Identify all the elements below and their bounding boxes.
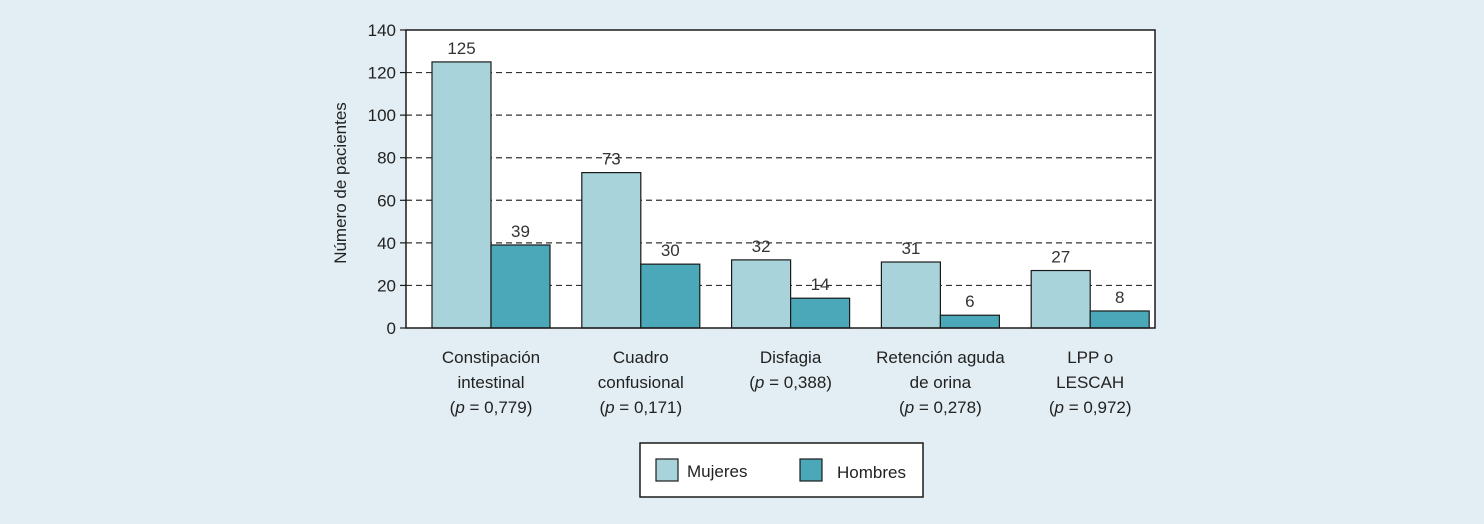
category-label: de orina [910,373,972,392]
data-label: 73 [602,150,621,169]
data-label: 27 [1051,248,1070,267]
data-label: 39 [511,222,530,241]
data-label: 6 [965,292,974,311]
category-p-value: (p = 0,278) [899,398,982,417]
bar-hombres [640,263,701,329]
bar-hombres [490,244,551,329]
category-label: Disfagia [760,348,822,367]
data-label: 30 [661,241,680,260]
y-tick-label: 140 [368,21,396,40]
x-axis-categories: Constipación intestinal (p = 0,779) Cuadro c… [442,348,1132,417]
legend-box [639,442,924,498]
y-tick-label: 20 [377,276,396,295]
legend-label-hombres: Hombres [837,463,906,482]
y-tick-label: 0 [387,319,396,338]
legend-swatch-hombres [799,458,823,482]
category-label: LPP o [1067,348,1113,367]
data-label: 14 [811,275,830,294]
category-label: Constipación [442,348,540,367]
plot-frame [405,29,1156,329]
category-label: confusional [598,373,684,392]
legend-swatch-mujeres [655,458,679,482]
data-label: 125 [447,39,475,58]
y-tick-label: 80 [377,149,396,168]
y-tick-label: 100 [368,106,396,125]
category-label: Cuadro [613,348,669,367]
category-label: Retención aguda [876,348,1005,367]
bar-mujeres [581,172,642,329]
bar-mujeres [1030,269,1091,329]
category-p-value: (p = 0,972) [1049,398,1132,417]
y-tick-label: 60 [377,191,396,210]
bar-hombres [789,297,851,329]
bar-hombres [1089,310,1150,329]
category-label: LESCAH [1056,373,1124,392]
data-label: 32 [752,237,771,256]
category-p-value: (p = 0,388) [749,373,832,392]
y-tick-label: 40 [377,234,396,253]
bar-mujeres [880,261,942,329]
data-label: 31 [901,239,920,258]
bar-mujeres [431,61,492,329]
data-label: 8 [1115,288,1124,307]
bar-mujeres [730,259,792,329]
bars [431,61,1150,329]
y-axis-label: Número de pacientes [331,102,350,264]
category-p-value: (p = 0,171) [599,398,682,417]
category-label: intestinal [457,373,524,392]
bar-hombres [939,314,1001,329]
legend-label-mujeres: Mujeres [687,462,747,481]
y-axis-ticks: 0 20 40 60 80 100 120 140 [368,21,406,338]
legend: Mujeres Hombres [639,442,924,498]
y-tick-label: 120 [368,64,396,83]
category-p-value: (p = 0,779) [450,398,533,417]
data-labels: 125 39 73 30 32 14 31 6 27 8 [447,39,1124,311]
